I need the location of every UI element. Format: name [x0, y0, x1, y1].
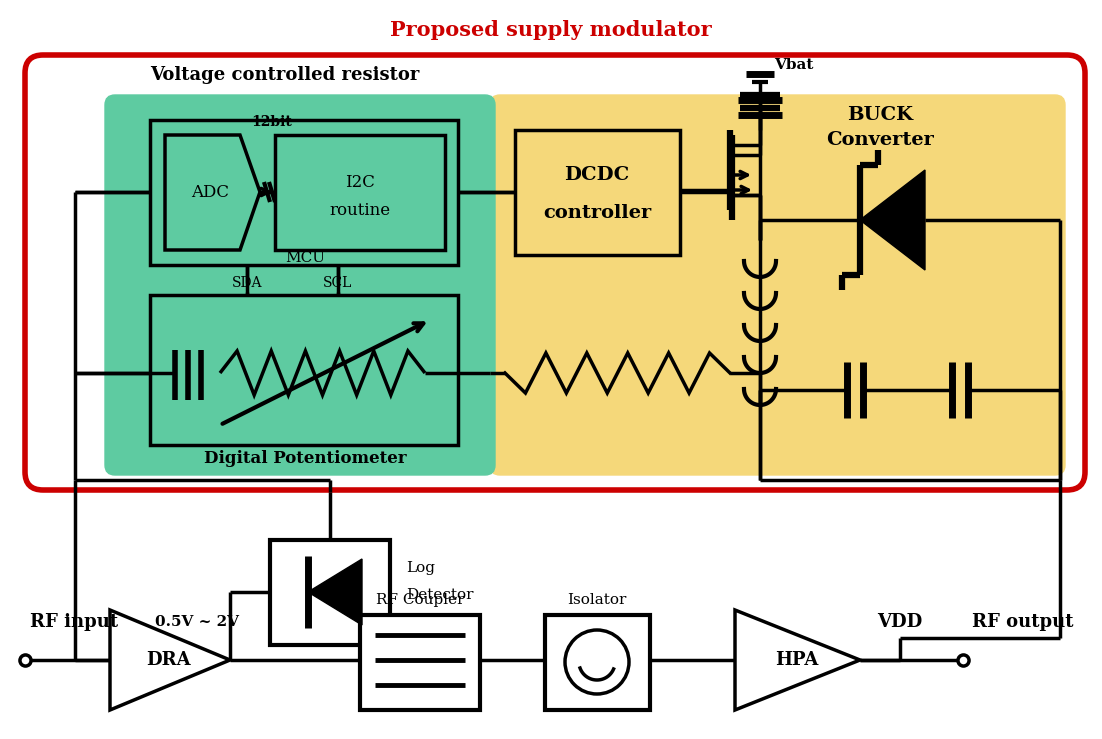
Polygon shape — [860, 170, 925, 270]
Bar — [545, 615, 650, 710]
Bar — [276, 135, 445, 250]
Text: Vbat: Vbat — [774, 58, 813, 72]
Text: MCU: MCU — [285, 251, 325, 265]
Polygon shape — [735, 610, 860, 710]
Text: DRA: DRA — [145, 651, 191, 669]
Text: Proposed supply modulator: Proposed supply modulator — [390, 20, 712, 40]
Text: RF Coupler: RF Coupler — [376, 593, 464, 607]
Text: HPA: HPA — [776, 651, 819, 669]
Text: controller: controller — [543, 204, 651, 222]
Text: Detector: Detector — [406, 588, 474, 602]
Text: 12bit: 12bit — [251, 115, 292, 129]
Text: Voltage controlled resistor: Voltage controlled resistor — [150, 66, 420, 84]
Text: ADC: ADC — [191, 183, 229, 200]
Text: RF input: RF input — [30, 613, 118, 631]
Polygon shape — [110, 610, 230, 710]
Text: Digital Potentiometer: Digital Potentiometer — [204, 449, 407, 466]
FancyBboxPatch shape — [105, 95, 495, 475]
Bar — [360, 615, 480, 710]
Text: BUCK: BUCK — [847, 106, 912, 124]
Text: I2C: I2C — [345, 174, 375, 191]
Bar — [270, 540, 390, 645]
Polygon shape — [165, 135, 260, 250]
FancyBboxPatch shape — [490, 95, 1065, 475]
Bar — [150, 295, 458, 445]
Text: SCL: SCL — [323, 276, 353, 290]
Text: 0.5V ~ 2V: 0.5V ~ 2V — [155, 615, 239, 629]
Text: Isolator: Isolator — [568, 593, 627, 607]
Text: RF output: RF output — [972, 613, 1073, 631]
Polygon shape — [307, 559, 361, 625]
Text: DCDC: DCDC — [564, 166, 629, 184]
Bar — [150, 120, 458, 265]
Text: routine: routine — [329, 202, 390, 219]
Text: SDA: SDA — [231, 276, 262, 290]
Text: VDD: VDD — [877, 613, 922, 631]
FancyBboxPatch shape — [25, 55, 1085, 490]
Text: Log: Log — [406, 561, 435, 575]
Circle shape — [565, 630, 629, 694]
Bar — [515, 130, 680, 255]
Text: Converter: Converter — [826, 131, 933, 149]
